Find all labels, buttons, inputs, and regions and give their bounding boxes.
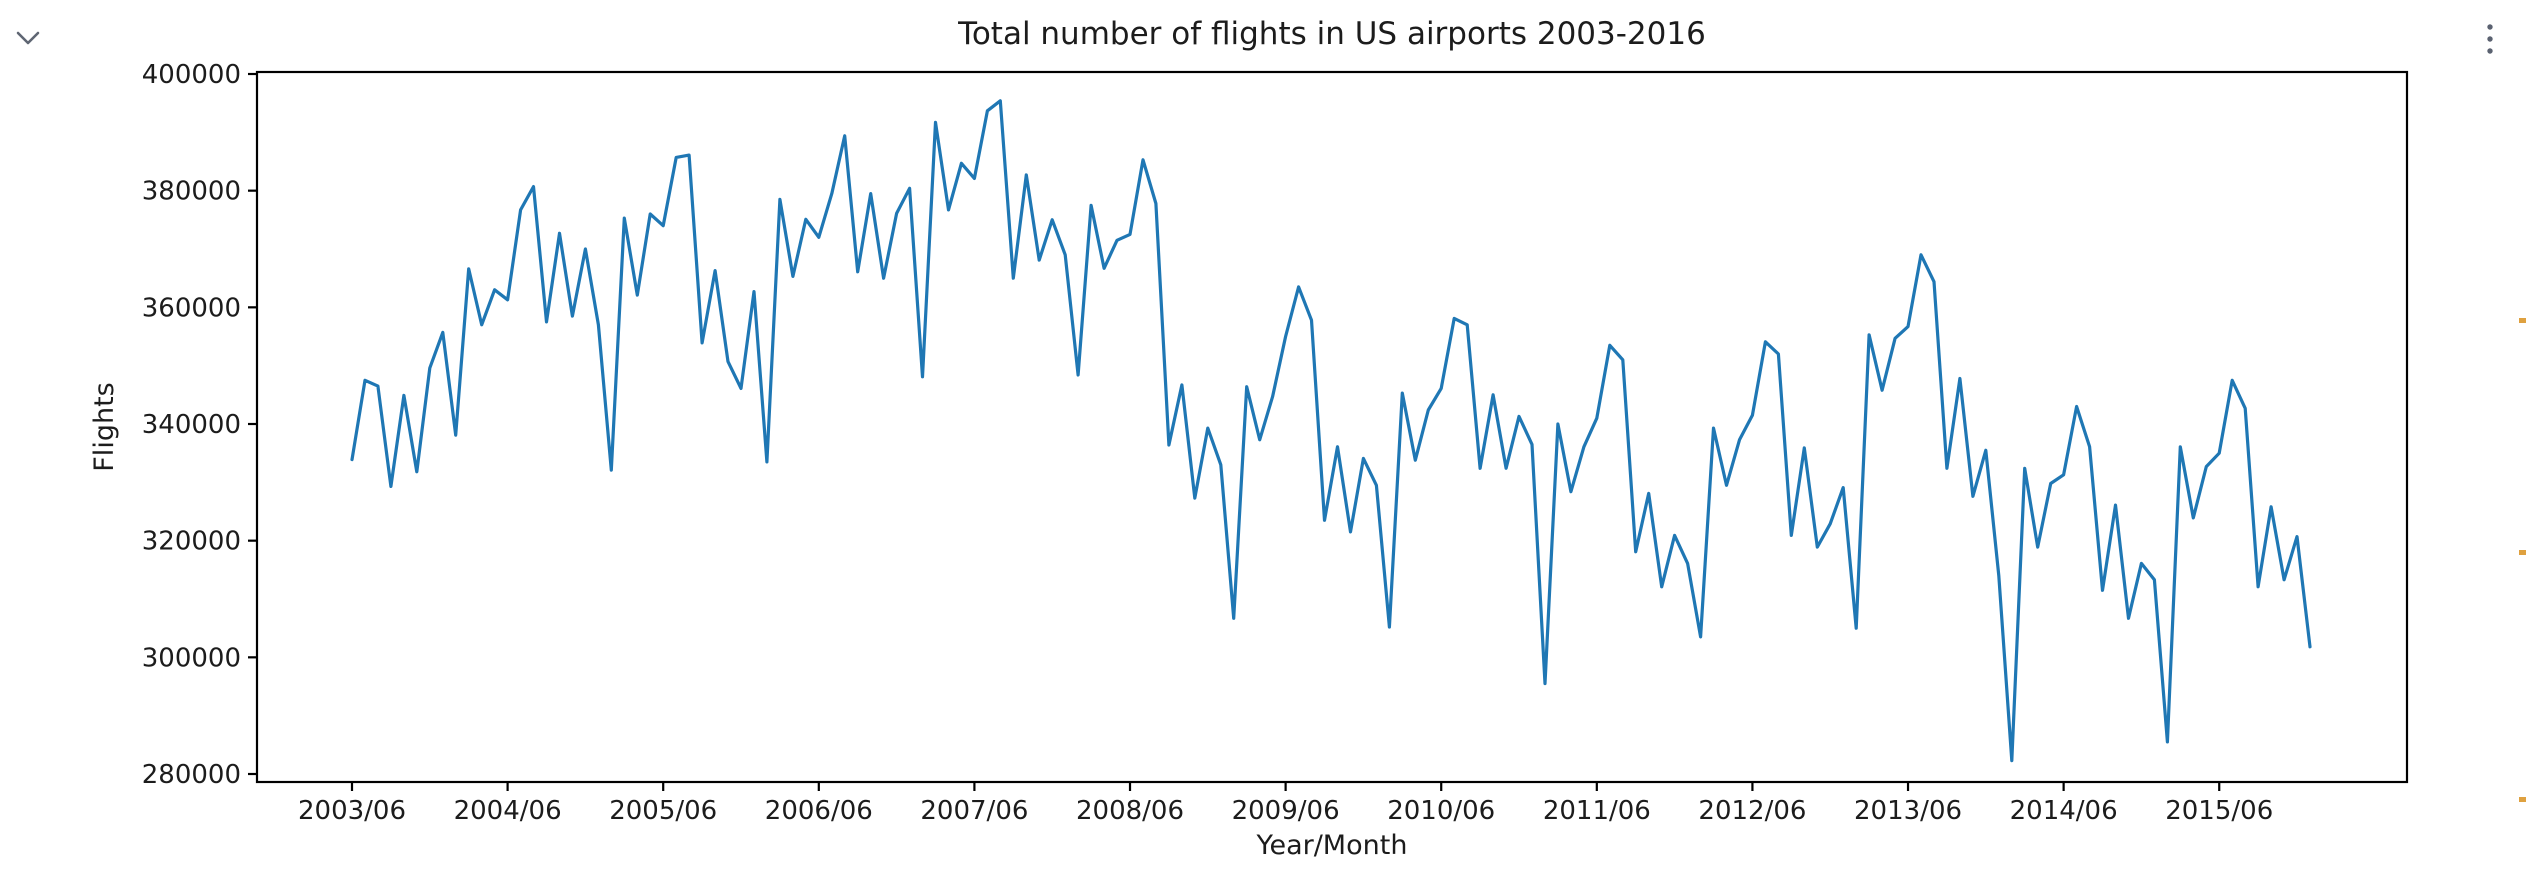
- vertical-ellipsis-icon: [2487, 24, 2493, 54]
- chevron-down-icon: [16, 31, 40, 45]
- x-tick-label: 2008/06: [1076, 796, 1184, 826]
- flights-series-line: [350, 99, 2312, 763]
- scrollbar-marker[interactable]: [2519, 797, 2526, 802]
- collapse-output-button[interactable]: [14, 28, 44, 50]
- x-tick-label: 2004/06: [454, 796, 562, 826]
- x-tick-label: 2007/06: [920, 796, 1028, 826]
- y-tick-label: 400000: [142, 60, 241, 90]
- x-tick-label: 2013/06: [1854, 796, 1962, 826]
- x-tick-label: 2003/06: [298, 796, 406, 826]
- plot-spines: [255, 70, 2409, 784]
- y-tick-label: 300000: [142, 643, 241, 673]
- x-tick-label: 2015/06: [2165, 796, 2273, 826]
- x-tick-label: 2014/06: [2010, 796, 2118, 826]
- y-axis-label: Flights: [89, 382, 120, 471]
- output-more-actions-button[interactable]: [2478, 16, 2502, 60]
- y-tick-label: 380000: [142, 177, 241, 207]
- x-tick-label: 2006/06: [765, 796, 873, 826]
- x-axis-label: Year/Month: [1256, 830, 1408, 861]
- chart-title: Total number of flights in US airports 2…: [957, 16, 1706, 52]
- x-tick-label: 2009/06: [1232, 796, 1340, 826]
- x-tick-label: 2010/06: [1387, 796, 1495, 826]
- data-series: [350, 99, 2312, 763]
- x-tick-label: 2005/06: [609, 796, 717, 826]
- y-tick-label: 280000: [142, 760, 241, 790]
- scrollbar-marker[interactable]: [2519, 550, 2526, 555]
- x-tick-label: 2011/06: [1543, 796, 1651, 826]
- y-tick-label: 320000: [142, 527, 241, 557]
- x-tick-label: 2012/06: [1698, 796, 1806, 826]
- y-tick-label: 340000: [142, 410, 241, 440]
- y-tick-label: 360000: [142, 293, 241, 323]
- scrollbar-marker[interactable]: [2519, 318, 2526, 323]
- axes: 280000 300000 320000 340000 360000 380000 4000…: [142, 60, 2409, 826]
